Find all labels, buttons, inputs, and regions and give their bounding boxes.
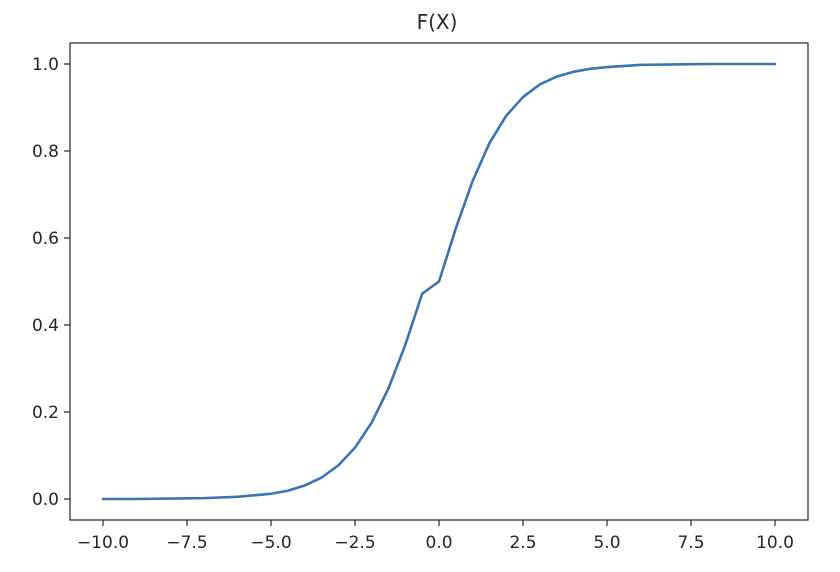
x-tick-label: 2.5 [509, 533, 536, 553]
series-line [101, 62, 777, 501]
x-tick-label: −10.0 [77, 533, 129, 553]
x-axis: −10.0 −7.5 −5.0 −2.5 0.0 2.5 5.0 7.5 10.0 [77, 520, 794, 553]
x-tick-label: −7.5 [166, 533, 207, 553]
x-tick-label: −5.0 [250, 533, 291, 553]
x-tick-label: −2.5 [334, 533, 375, 553]
series-layer [101, 62, 777, 501]
x-tick-label: 10.0 [756, 533, 794, 553]
x-tick-label: 7.5 [677, 533, 704, 553]
y-tick-label: 0.6 [32, 229, 59, 249]
y-tick-label: 0.0 [32, 490, 59, 510]
y-axis: 0.0 0.2 0.4 0.6 0.8 1.0 [32, 55, 70, 510]
y-tick-label: 0.4 [32, 316, 59, 336]
x-tick-label: 5.0 [593, 533, 620, 553]
y-tick-label: 0.8 [32, 142, 59, 162]
y-tick-label: 1.0 [32, 55, 59, 75]
y-tick-label: 0.2 [32, 403, 59, 423]
x-tick-label: 0.0 [425, 533, 452, 553]
chart-title: F(X) [417, 10, 458, 34]
